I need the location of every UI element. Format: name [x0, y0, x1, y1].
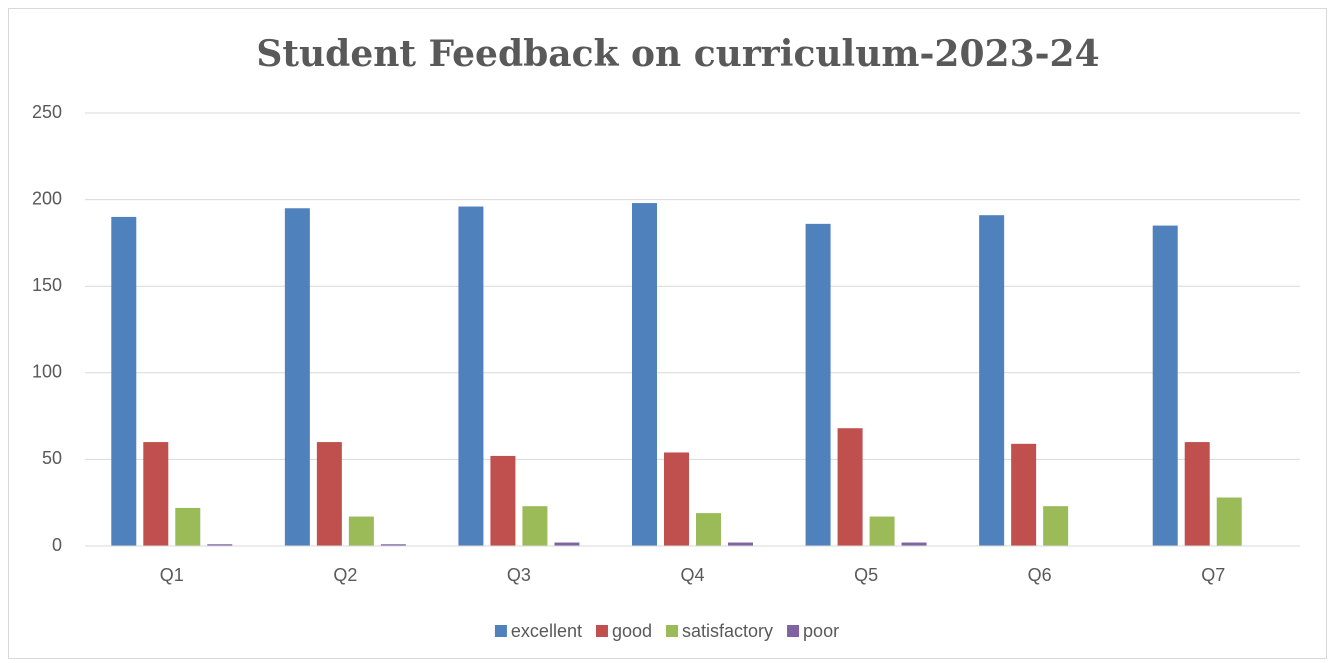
bar: [1216, 497, 1242, 546]
legend-swatch: [494, 625, 507, 637]
bar: [458, 206, 484, 546]
bar: [111, 216, 137, 547]
y-tick-label: 50: [42, 448, 62, 468]
x-tick-label: Q4: [680, 565, 704, 585]
bar: [284, 208, 310, 546]
bar: [805, 223, 831, 546]
bar: [1043, 506, 1069, 546]
legend-label: excellent: [511, 621, 582, 641]
bar: [1152, 225, 1178, 546]
x-tick-label: Q7: [1201, 565, 1225, 585]
bar: [696, 513, 721, 546]
y-tick-label: 200: [32, 188, 62, 208]
x-tick-label: Q1: [160, 565, 184, 585]
y-tick-label: 0: [52, 535, 62, 555]
bar: [837, 428, 863, 546]
chart-border: [8, 8, 1327, 659]
bar: [1011, 443, 1037, 546]
chart-title: Student Feedback on curriculum-2023-24: [256, 33, 1099, 75]
bar: [901, 542, 927, 546]
legend-swatch: [787, 625, 800, 637]
x-tick-label: Q6: [1028, 565, 1052, 585]
bar: [664, 452, 689, 546]
y-tick-label: 100: [32, 362, 62, 382]
legend-swatch: [666, 625, 679, 637]
bar: [490, 455, 516, 546]
bar: [554, 542, 580, 546]
legend-swatch: [595, 625, 608, 637]
bar: [380, 544, 406, 546]
bar: [316, 442, 342, 546]
x-tick-label: Q2: [333, 565, 357, 585]
legend-label: poor: [803, 621, 839, 641]
bar: [522, 506, 548, 546]
bar: [1184, 442, 1210, 546]
bar: [348, 516, 374, 546]
legend-label: satisfactory: [682, 621, 773, 641]
x-tick-label: Q3: [507, 565, 531, 585]
bar: [869, 516, 895, 546]
legend-label: good: [612, 621, 652, 641]
bar: [728, 542, 753, 546]
y-tick-label: 250: [32, 102, 62, 122]
bar: [175, 507, 201, 546]
x-tick-label: Q5: [854, 565, 878, 585]
bar: [632, 203, 657, 546]
bar: [207, 544, 233, 546]
bar: [979, 215, 1005, 547]
bar: [143, 442, 169, 546]
y-tick-label: 150: [32, 275, 62, 295]
